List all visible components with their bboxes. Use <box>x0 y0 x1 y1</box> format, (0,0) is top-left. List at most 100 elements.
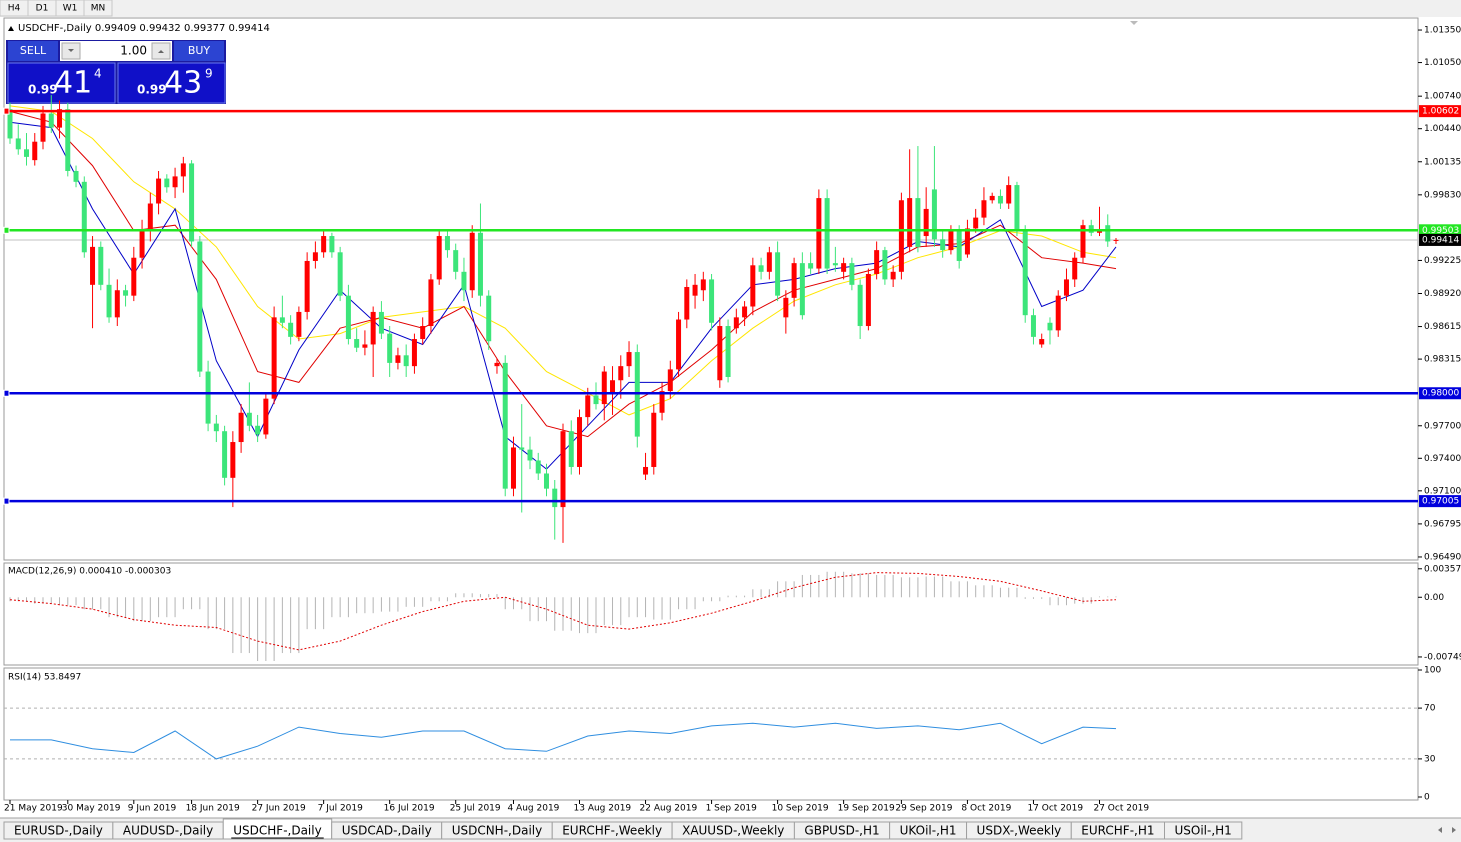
candle-body <box>940 239 946 251</box>
candle-body <box>626 352 632 367</box>
candle-body <box>874 250 880 274</box>
tab[interactable] <box>1164 821 1243 840</box>
candle-body <box>164 178 170 188</box>
candle-body <box>98 246 104 285</box>
candle-body <box>783 297 789 318</box>
y-tick-label: 0.99225 <box>1424 256 1461 266</box>
moving-average <box>9 105 1117 416</box>
tab-label[interactable]: EURCHF-,H1 <box>1081 824 1154 838</box>
candle-body <box>469 232 475 291</box>
candle-body <box>973 217 979 229</box>
candle-body <box>486 295 492 342</box>
y-tick-label: 0.003574 <box>1424 564 1461 574</box>
candle-body <box>321 236 327 253</box>
ask-box[interactable] <box>117 62 226 104</box>
candle-body <box>750 265 756 307</box>
tab-label[interactable]: USDX-,Weekly <box>977 824 1062 838</box>
candle-body <box>527 449 533 461</box>
candle-body <box>24 149 30 157</box>
candle-body <box>147 203 153 231</box>
candle-body <box>1030 315 1036 337</box>
rsi-line <box>10 722 1117 760</box>
tab-label[interactable]: AUDUSD-,Daily <box>123 824 213 838</box>
x-tick-label: 13 Aug 2019 <box>574 804 632 814</box>
shift-marker <box>1130 21 1138 25</box>
timeframe-label[interactable]: H4 <box>8 4 21 14</box>
bid-big: 41 <box>54 66 92 101</box>
x-tick-label: 10 Sep 2019 <box>772 804 829 814</box>
moving-average <box>9 121 1117 470</box>
x-tick-label: 22 Aug 2019 <box>640 804 698 814</box>
tab-label[interactable]: EURUSD-,Daily <box>14 824 103 838</box>
level-label-bg <box>1419 495 1461 508</box>
sell-label[interactable]: SELL <box>20 44 47 57</box>
candle-body <box>948 230 954 251</box>
tab-label[interactable]: GBPUSD-,H1 <box>804 824 879 838</box>
candle-body <box>197 241 203 372</box>
candle-body <box>461 271 467 291</box>
candle-body <box>832 263 838 266</box>
candle-body <box>1096 230 1102 233</box>
y-tick-label: 0.98315 <box>1424 355 1461 365</box>
timeframe-label[interactable]: D1 <box>36 4 49 14</box>
tab-label[interactable]: EURCHF-,Weekly <box>562 824 662 838</box>
x-tick-label: 17 Oct 2019 <box>1027 804 1083 814</box>
level-label: 0.98000 <box>1422 389 1459 399</box>
current-price-label: 0.99414 <box>1422 235 1459 245</box>
lot-value[interactable]: 1.00 <box>120 44 147 58</box>
candle-body <box>676 319 682 370</box>
candle-body <box>428 279 434 327</box>
x-tick-label: 27 Oct 2019 <box>1093 804 1149 814</box>
buy-button[interactable] <box>174 41 224 61</box>
candle-body <box>758 265 764 272</box>
candle-body <box>477 232 483 296</box>
x-tick-label: 8 Oct 2019 <box>961 804 1011 814</box>
candle-body <box>230 442 236 478</box>
candle-body <box>238 412 244 443</box>
tab-label[interactable]: UKOil-,H1 <box>900 824 957 838</box>
level-handle <box>3 226 10 234</box>
candle-body <box>395 355 401 363</box>
x-tick-label: 9 Jun 2019 <box>128 804 177 814</box>
candle-body <box>403 355 409 367</box>
bid-box[interactable] <box>7 62 116 104</box>
candle-body <box>733 317 739 329</box>
tab-scroll[interactable] <box>1438 827 1456 833</box>
y-tick-label: 0.97700 <box>1424 421 1461 431</box>
tab-label[interactable]: USDCAD-,Daily <box>342 824 432 838</box>
tab-label[interactable]: XAUUSD-,Weekly <box>682 824 784 838</box>
candle-body <box>296 311 302 337</box>
timeframe-button[interactable] <box>83 0 113 17</box>
level-label: 0.97005 <box>1422 497 1459 507</box>
y-tick-label: 30 <box>1424 754 1436 764</box>
x-tick-label: 29 Sep 2019 <box>895 804 952 814</box>
level-label: 0.99503 <box>1422 226 1459 236</box>
candle-body <box>90 246 96 285</box>
x-tick-label: 7 Jul 2019 <box>318 804 363 814</box>
x-tick-label: 30 May 2019 <box>62 804 121 814</box>
tab-label[interactable]: USOil-,H1 <box>1175 824 1232 838</box>
candle-body <box>279 317 285 323</box>
candle-body <box>585 395 591 418</box>
moving-average <box>9 110 1117 438</box>
tab-label[interactable]: USDCHF-,Daily <box>233 824 321 838</box>
candle-body <box>213 423 219 432</box>
timeframe-label[interactable]: W1 <box>63 4 78 14</box>
macd-signal <box>9 572 1117 651</box>
tab-label[interactable]: USDCNH-,Daily <box>452 824 543 838</box>
y-tick-label: 0.96490 <box>1424 552 1461 562</box>
y-tick-label: 1.00740 <box>1424 92 1461 102</box>
buy-label[interactable]: BUY <box>188 44 211 57</box>
lot-field[interactable] <box>60 41 172 61</box>
current-price-bg <box>1419 233 1461 246</box>
rsi-frame <box>3 667 1419 801</box>
level-handle <box>3 107 10 115</box>
x-tick-label: 4 Aug 2019 <box>507 804 559 814</box>
candle-body <box>577 417 583 467</box>
candle-body <box>791 263 797 298</box>
y-tick-label: 0.99830 <box>1424 190 1461 200</box>
sell-button[interactable] <box>8 41 58 61</box>
timeframe-label[interactable]: MN <box>91 4 106 14</box>
trade-panel: SELL 1.00 BUY 0.99 41 4 0.99 43 9 <box>6 40 226 104</box>
